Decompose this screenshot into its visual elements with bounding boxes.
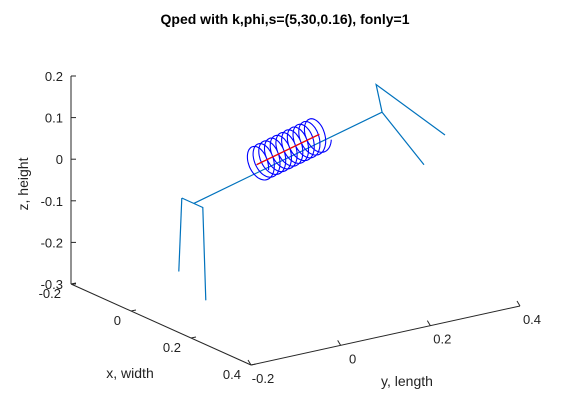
coil-line bbox=[246, 118, 332, 181]
x-tick-label: 0.4 bbox=[223, 367, 241, 382]
x-tick-mark bbox=[130, 309, 137, 312]
x-tick-label: -0.2 bbox=[39, 286, 61, 301]
z-tick-label: -0.1 bbox=[41, 194, 63, 209]
z-tick-label: 0.1 bbox=[45, 111, 63, 126]
y-tick-label: 0 bbox=[349, 351, 356, 366]
series-line-3 bbox=[375, 83, 446, 136]
y-tick-mark bbox=[426, 320, 431, 326]
x-tick-label: 0 bbox=[114, 313, 121, 328]
z-axis-label: z, height bbox=[15, 157, 31, 210]
x-tick-mark bbox=[70, 282, 77, 285]
chart-title: Qped with k,phi,s=(5,30,0.16), fonly=1 bbox=[161, 11, 410, 27]
x-tick-label: 0.2 bbox=[163, 340, 181, 355]
series-layer bbox=[178, 83, 446, 301]
coil-layer bbox=[246, 118, 332, 181]
y-axis-line bbox=[250, 305, 521, 366]
z-tick-label: -0.3 bbox=[41, 277, 63, 292]
series-line-1 bbox=[181, 197, 207, 301]
z-tick-label: -0.2 bbox=[41, 235, 63, 250]
z-tick-label: 0 bbox=[56, 152, 63, 167]
x-axis-line bbox=[70, 283, 252, 366]
y-tick-mark bbox=[516, 300, 521, 307]
y-tick-label: 0.4 bbox=[523, 312, 541, 327]
series-line-2 bbox=[178, 197, 183, 272]
x-axis-label: x, width bbox=[106, 365, 153, 381]
x-axis: -0.2 0 0.2 0.4 bbox=[39, 282, 257, 382]
z-tick-label: 0.2 bbox=[45, 69, 63, 84]
coil-core-line bbox=[256, 133, 320, 166]
y-axis: -0.2 0 0.2 0.4 bbox=[247, 300, 541, 386]
y-axis-label: y, length bbox=[381, 373, 433, 389]
series-line-4 bbox=[381, 111, 425, 166]
y-tick-label: -0.2 bbox=[252, 371, 274, 386]
y-tick-label: 0.2 bbox=[433, 332, 451, 347]
x-tick-mark bbox=[190, 336, 197, 339]
y-tick-mark bbox=[247, 359, 252, 366]
z-axis: -0.3 -0.2 -0.1 0 0.1 0.2 bbox=[41, 69, 76, 292]
y-tick-mark bbox=[337, 340, 342, 346]
